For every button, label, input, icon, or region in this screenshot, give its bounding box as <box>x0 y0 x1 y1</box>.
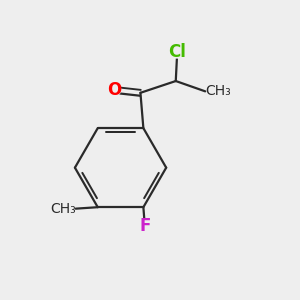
Text: O: O <box>107 81 121 99</box>
Ellipse shape <box>137 219 152 233</box>
Text: CH₃: CH₃ <box>205 84 231 98</box>
Text: F: F <box>139 217 151 235</box>
Ellipse shape <box>167 44 188 59</box>
Text: Cl: Cl <box>168 43 186 61</box>
Ellipse shape <box>106 83 121 97</box>
Text: CH₃: CH₃ <box>50 202 76 216</box>
